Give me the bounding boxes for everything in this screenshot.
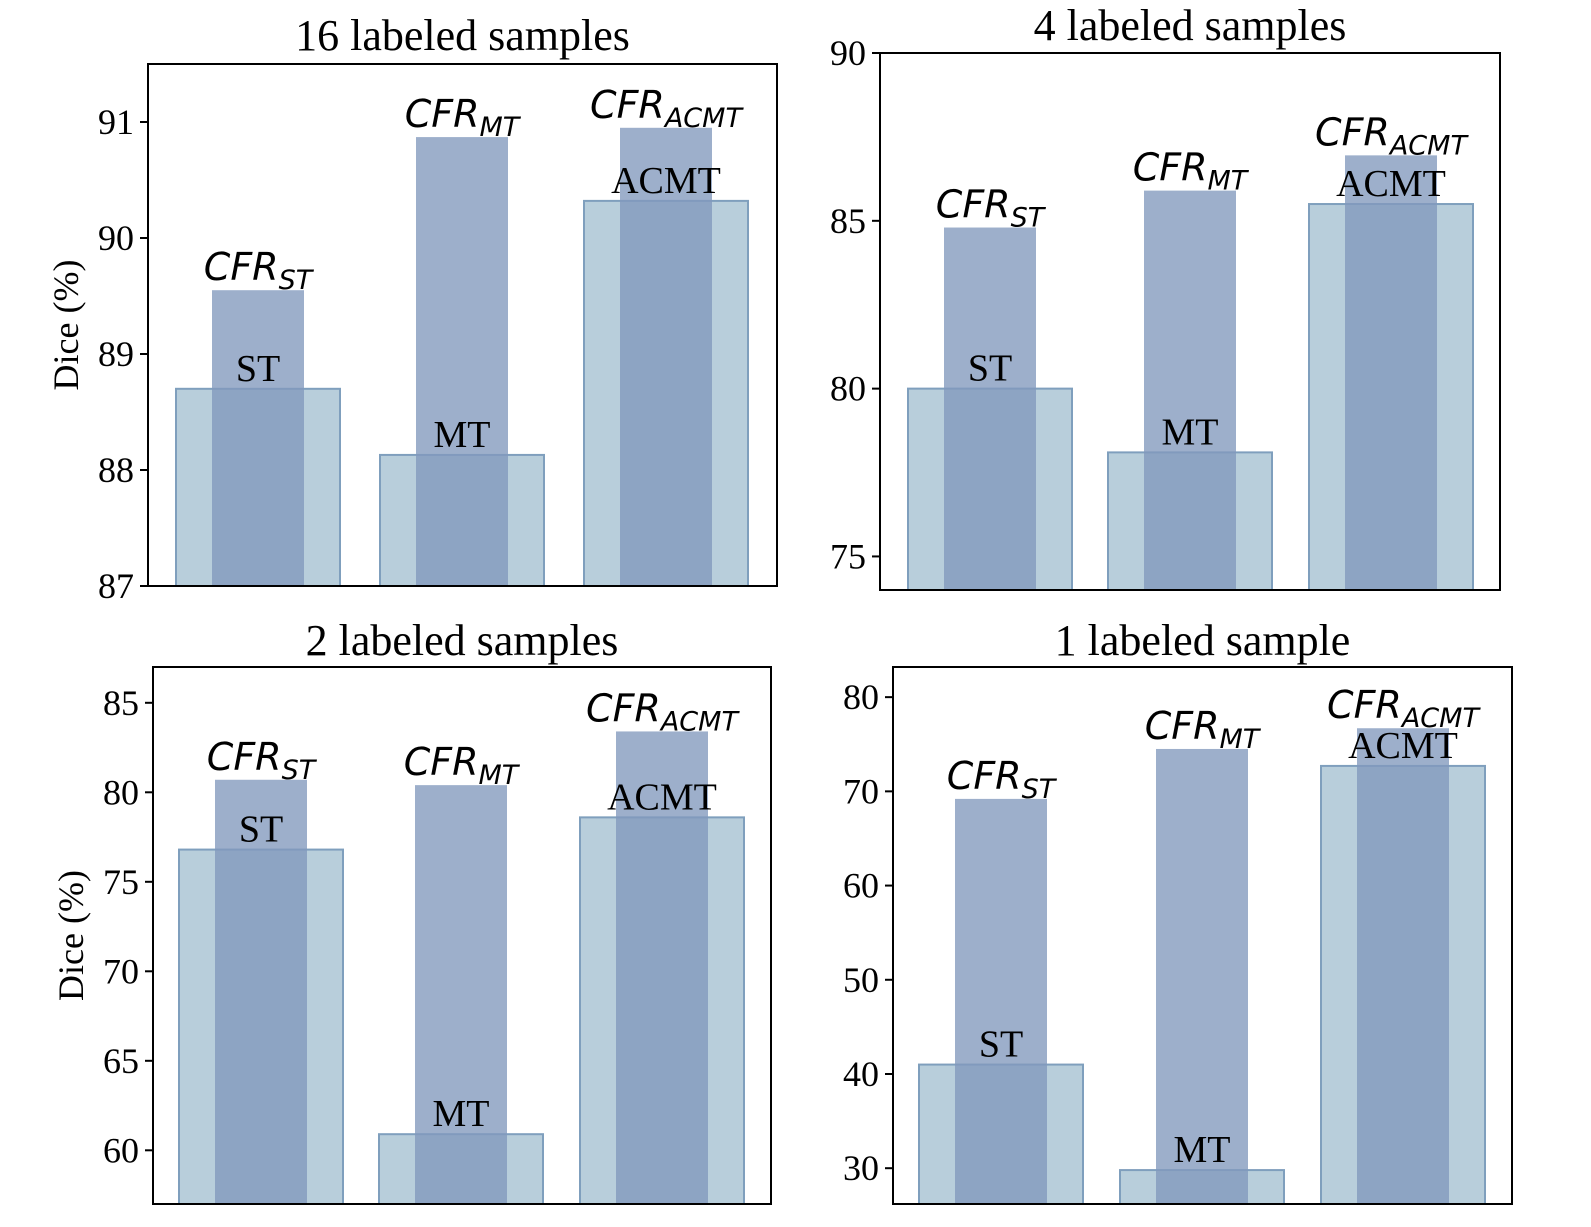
cfr-label-acmt: CFRACMT xyxy=(1315,110,1469,161)
bar-cfr-acmt xyxy=(616,731,708,1204)
y-tick-label: 88 xyxy=(98,450,134,490)
cfr-label-subscript: ACMT xyxy=(663,103,745,134)
cfr-label-mt: CFRMT xyxy=(1145,704,1262,755)
bar-cfr-acmt xyxy=(1357,728,1449,1204)
cfr-label-subscript: MT xyxy=(479,760,521,791)
chart-panel-2: 4 labeled samples75808590STMTACMTCFRSTCF… xyxy=(830,1,1501,591)
bar-cfr-mt xyxy=(1156,748,1248,1204)
cfr-label-subscript: MT xyxy=(1220,724,1262,755)
cfr-label-st: CFRST xyxy=(936,183,1047,234)
cfr-label-mt: CFRMT xyxy=(1133,146,1250,197)
cfr-label-text: CFR xyxy=(947,754,1022,798)
chart-title: 2 labeled samples xyxy=(306,616,619,665)
cfr-label-text: CFR xyxy=(1133,146,1208,190)
plot-frame xyxy=(147,63,778,587)
baseline-label-acmt: ACMT xyxy=(1348,725,1458,767)
y-tick-label: 85 xyxy=(830,201,866,241)
y-tick-label: 70 xyxy=(103,951,139,991)
bar-cfr-st xyxy=(955,798,1047,1204)
cfr-label-acmt: CFRACMT xyxy=(590,83,744,134)
bar-cfr-mt xyxy=(415,785,507,1204)
baseline-label-mt: MT xyxy=(433,1093,490,1135)
bar-cfr-mt xyxy=(1144,190,1236,590)
chart-panel-1: 16 labeled samples Dice (%) 87 88 89 90 91 ST MT… xyxy=(46,11,778,606)
cfr-label-text: CFR xyxy=(1327,683,1402,727)
baseline-label-st: ST xyxy=(979,1024,1023,1066)
baseline-label-mt: MT xyxy=(434,414,491,456)
cfr-label-subscript: ST xyxy=(279,265,315,296)
cfr-label-acmt: CFRACMT xyxy=(1327,683,1481,734)
plot-frame xyxy=(879,52,1501,591)
chart-title: 16 labeled samples xyxy=(295,11,630,60)
baseline-label-acmt: ACMT xyxy=(1336,163,1446,205)
cfr-label-subscript: MT xyxy=(1208,166,1250,197)
cfr-label-mt: CFRMT xyxy=(404,740,521,791)
baseline-label-st: ST xyxy=(236,348,280,390)
cfr-label-text: CFR xyxy=(1315,110,1390,154)
y-tick-label: 65 xyxy=(103,1041,139,1081)
y-tick-label: 89 xyxy=(98,334,134,374)
cfr-label-text: CFR xyxy=(404,740,479,784)
plot-frame xyxy=(152,666,772,1205)
y-tick-label: 70 xyxy=(843,771,879,811)
y-axis-label: Dice (%) xyxy=(51,870,91,1001)
y-tick-label: 30 xyxy=(843,1148,879,1188)
cfr-label-subscript: ST xyxy=(1022,774,1058,805)
chart-panel-3: 2 labeled samples Dice (%) 60 65 70 75 80 85 ST M… xyxy=(51,616,772,1206)
bar-cfr-st xyxy=(215,779,307,1204)
plot-frame xyxy=(892,666,1513,1205)
y-tick-label: 91 xyxy=(98,102,134,142)
y-tick-label: 75 xyxy=(830,536,866,576)
y-tick-label: 60 xyxy=(843,866,879,906)
cfr-label-st: CFRST xyxy=(947,754,1058,805)
baseline-label-acmt: ACMT xyxy=(607,776,717,818)
bar-cfr-acmt xyxy=(1345,155,1437,590)
baseline-label-mt: MT xyxy=(1174,1129,1231,1171)
bar-cfr-acmt xyxy=(620,127,712,587)
y-tick-label: 75 xyxy=(103,862,139,902)
bar-cfr-st xyxy=(212,290,304,586)
cfr-label-st: CFRST xyxy=(207,735,318,786)
chart-title: 4 labeled samples xyxy=(1034,1,1347,50)
y-tick-label: 85 xyxy=(103,683,139,723)
y-tick-label: 80 xyxy=(103,772,139,812)
cfr-label-st: CFRST xyxy=(204,245,315,296)
baseline-label-mt: MT xyxy=(1162,411,1219,453)
cfr-label-mt: CFRMT xyxy=(405,92,522,143)
y-tick-label: 60 xyxy=(103,1130,139,1170)
cfr-label-acmt: CFRACMT xyxy=(586,686,740,737)
chart-panel-4: 1 labeled sample304050607080STMTACMTCFRS… xyxy=(843,616,1513,1206)
baseline-label-acmt: ACMT xyxy=(611,160,721,202)
baseline-label-st: ST xyxy=(968,348,1012,390)
cfr-label-text: CFR xyxy=(936,183,1011,227)
y-tick-label: 50 xyxy=(843,960,879,1000)
cfr-label-text: CFR xyxy=(405,92,480,136)
cfr-label-text: CFR xyxy=(204,245,279,289)
y-axis-label: Dice (%) xyxy=(46,260,86,391)
cfr-label-subscript: ST xyxy=(1011,203,1047,234)
y-tick-label: 40 xyxy=(843,1054,879,1094)
bar-cfr-st xyxy=(944,227,1036,590)
cfr-label-subscript: ACMT xyxy=(1388,130,1470,161)
bar-cfr-mt xyxy=(416,137,508,586)
cfr-label-subscript: MT xyxy=(480,112,522,143)
y-tick-label: 80 xyxy=(843,677,879,717)
cfr-label-text: CFR xyxy=(586,686,661,730)
y-tick-label: 80 xyxy=(830,369,866,409)
cfr-label-text: CFR xyxy=(590,83,665,127)
y-tick-label: 90 xyxy=(98,218,134,258)
cfr-label-subscript: ACMT xyxy=(1400,703,1482,734)
y-tick-label: 87 xyxy=(98,566,134,606)
cfr-label-text: CFR xyxy=(1145,704,1220,748)
y-tick-label: 90 xyxy=(830,33,866,73)
chart-title: 1 labeled sample xyxy=(1055,616,1351,665)
cfr-label-text: CFR xyxy=(207,735,282,779)
baseline-label-st: ST xyxy=(239,809,283,851)
cfr-label-subscript: ACMT xyxy=(659,706,741,737)
cfr-label-subscript: ST xyxy=(282,755,318,786)
